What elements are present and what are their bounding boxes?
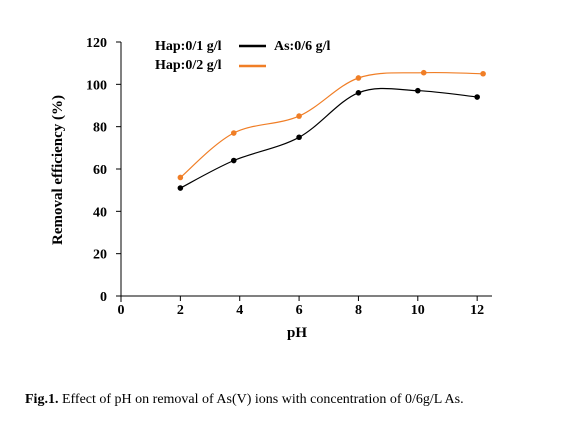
series-2-point — [296, 113, 302, 119]
y-tick-label: 100 — [86, 78, 107, 93]
series-1-point — [230, 157, 237, 164]
series-2-line — [180, 71, 484, 178]
series-2 — [177, 69, 486, 181]
legend: Hap:0/1 g/l As:0/6 g/l Hap:0/2 g/l — [155, 39, 331, 73]
x-tick-label: 12 — [470, 303, 484, 318]
x-tick-label: 4 — [236, 303, 243, 318]
series-1-point — [474, 94, 480, 100]
legend-label-series-2: Hap:0/2 g/l — [155, 58, 222, 73]
y-tick-label: 0 — [100, 290, 107, 305]
chart: 0 2 4 6 8 10 12 0 20 40 60 80 100 120 pH Removal eff… — [50, 36, 492, 341]
series-1-point — [296, 134, 302, 141]
legend-annotation: As:0/6 g/l — [274, 39, 331, 54]
series-2-point — [355, 75, 362, 81]
series-layer — [177, 69, 486, 191]
x-ticks: 0 2 4 6 8 10 12 — [118, 296, 484, 318]
y-tick-label: 40 — [93, 205, 107, 220]
series-2-point — [420, 69, 427, 76]
series-1 — [177, 87, 480, 191]
y-tick-label: 20 — [93, 248, 107, 263]
x-tick-label: 10 — [411, 303, 425, 318]
x-tick-label: 2 — [177, 303, 184, 318]
y-tick-label: 80 — [93, 121, 107, 136]
x-tick-label: 0 — [118, 303, 125, 318]
y-tick-label: 60 — [93, 163, 107, 178]
series-1-point — [415, 87, 421, 94]
y-axis-label: Removal efficiency (%) — [50, 95, 66, 245]
series-1-point — [177, 185, 184, 191]
y-tick-label: 120 — [86, 36, 107, 51]
caption-prefix: Fig.1. — [25, 392, 59, 407]
legend-label-series-1: Hap:0/1 g/l — [155, 39, 222, 54]
series-1-point — [355, 90, 362, 96]
series-2-point — [230, 130, 237, 136]
y-ticks: 0 20 40 60 80 100 120 — [86, 36, 121, 305]
series-2-point — [177, 174, 184, 181]
figure-caption: Fig.1. Effect of pH on removal of As(V) … — [25, 392, 565, 408]
caption-text: Effect of pH on removal of As(V) ions wi… — [58, 392, 464, 407]
x-tick-label: 6 — [296, 303, 303, 318]
x-axis-label: pH — [287, 325, 307, 341]
x-tick-label: 8 — [355, 303, 362, 318]
axes — [117, 42, 492, 302]
series-2-point — [480, 70, 486, 77]
